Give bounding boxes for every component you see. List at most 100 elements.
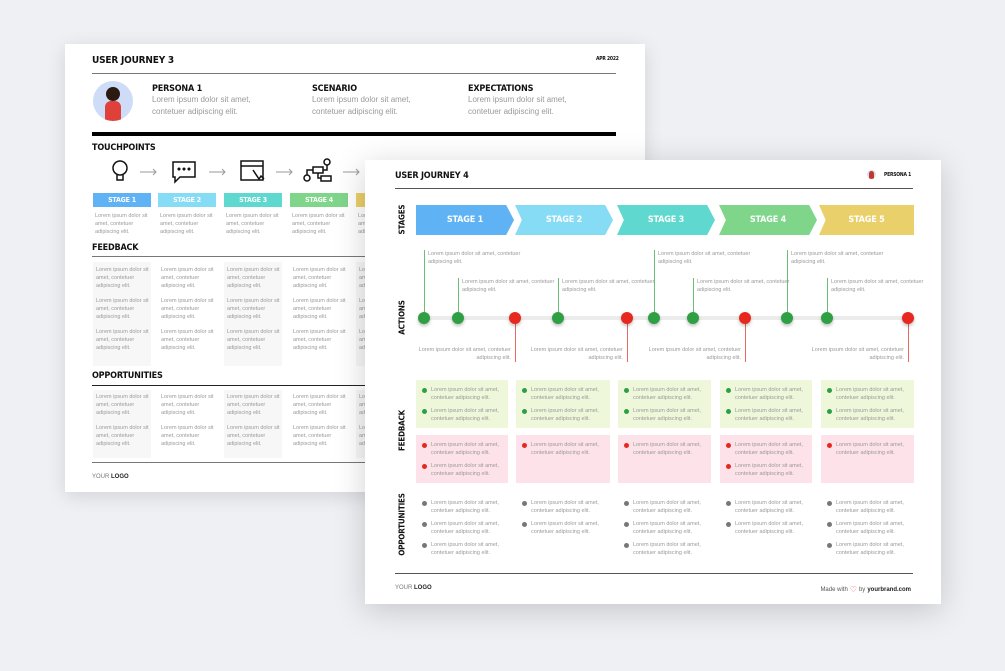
stage-chevron[interactable]: STAGE 1 [416,205,514,235]
column-bg [93,390,151,458]
positive-feedback-box: Lorem ipsum dolor sit amet, contetuer ad… [618,380,711,428]
bullet-icon [726,409,731,414]
bullet-icon [422,543,427,548]
negative-action-dot[interactable] [509,312,521,324]
action-label: Lorem ipsum dolor sit amet, contetuer ad… [418,347,511,361]
opportunities-column: Lorem ipsum dolor sit amet, contetuer ad… [516,493,610,547]
opportunity-cell: Lorem ipsum dolor sit amet, contetuer ad… [161,394,214,416]
positive-action-dot[interactable] [418,312,430,324]
action-connector [787,250,788,318]
negative-feedback-item: Lorem ipsum dolor sit amet, contetuer ad… [420,462,504,478]
positive-action-dot[interactable] [781,312,793,324]
bullet-text: Lorem ipsum dolor sit amet, contetuer ad… [735,408,803,422]
touchpoint-icons [112,158,360,184]
negative-action-dot[interactable] [739,312,751,324]
bullet-text: Lorem ipsum dolor sit amet, contetuer ad… [531,387,599,401]
column-bg [224,262,282,366]
bullet-icon [726,464,731,469]
bullet-icon [624,522,629,527]
bullet-text: Lorem ipsum dolor sit amet, contetuer ad… [735,442,803,456]
feedback-cell: Lorem ipsum dolor sit amet, contetuer ad… [293,298,346,320]
bullet-text: Lorem ipsum dolor sit amet, contetuer ad… [431,387,499,401]
brand-link[interactable]: yourbrand.com [867,586,911,593]
bullet-icon [624,543,629,548]
negative-feedback-item: Lorem ipsum dolor sit amet, contetuer ad… [622,441,707,457]
divider [92,385,616,386]
opportunity-cell: Lorem ipsum dolor sit amet, contetuer ad… [227,425,280,447]
opportunity-cell: Lorem ipsum dolor sit amet, contetuer ad… [293,425,346,447]
action-connector [827,278,828,318]
divider [92,462,616,463]
negative-action-dot[interactable] [902,312,914,324]
stage-chevron[interactable]: STAGE 2 [515,205,613,235]
opportunity-cell: Lorem ipsum dolor sit amet, contetuer ad… [161,425,214,447]
positive-feedback-item: Lorem ipsum dolor sit amet, contetuer ad… [622,386,707,402]
opportunity-item: Lorem ipsum dolor sit amet, contetuer ad… [724,520,808,536]
arrow-icon [209,168,226,176]
bullet-text: Lorem ipsum dolor sit amet, contetuer ad… [633,408,701,422]
bullet-icon [522,388,527,393]
page-title: USER JOURNEY 4 [395,171,469,181]
opportunity-item: Lorem ipsum dolor sit amet, contetuer ad… [622,541,707,557]
user-journey-4-page: USER JOURNEY 4 PERSONA 1 STAGES ACTIONS … [365,160,941,604]
opportunity-item: Lorem ipsum dolor sit amet, contetuer ad… [825,499,910,515]
stage-chevron[interactable]: STAGE 5 [819,205,914,235]
stage-description: Lorem ipsum dolor sit amet, contetuer ad… [95,213,148,235]
positive-action-dot[interactable] [452,312,464,324]
bullet-text: Lorem ipsum dolor sit amet, contetuer ad… [531,408,599,422]
negative-action-dot[interactable] [621,312,633,324]
action-label: Lorem ipsum dolor sit amet, contetuer ad… [648,347,741,361]
bullet-text: Lorem ipsum dolor sit amet, contetuer ad… [531,442,599,456]
arrow-icon [140,168,157,176]
positive-action-dot[interactable] [552,312,564,324]
logo-bold: LOGO [414,585,432,591]
column-bg [224,390,282,458]
divider [92,256,616,257]
bullet-icon [827,443,832,448]
bullet-text: Lorem ipsum dolor sit amet, contetuer ad… [431,500,499,514]
negative-feedback-box: Lorem ipsum dolor sit amet, contetuer ad… [618,435,711,483]
opportunity-item: Lorem ipsum dolor sit amet, contetuer ad… [825,541,910,557]
feedback-cell: Lorem ipsum dolor sit amet, contetuer ad… [227,329,280,351]
feedback-cell: Lorem ipsum dolor sit amet, contetuer ad… [161,267,214,289]
opportunity-item: Lorem ipsum dolor sit amet, contetuer ad… [724,499,808,515]
positive-feedback-item: Lorem ipsum dolor sit amet, contetuer ad… [420,407,504,423]
bullet-icon [827,501,832,506]
positive-feedback-item: Lorem ipsum dolor sit amet, contetuer ad… [825,386,910,402]
expectations-heading: EXPECTATIONS [468,84,534,94]
made-with-text: Made with [820,586,848,593]
negative-feedback-box: Lorem ipsum dolor sit amet, contetuer ad… [720,435,812,483]
heart-icon: ♡ [849,585,857,594]
opportunity-cell: Lorem ipsum dolor sit amet, contetuer ad… [96,425,149,447]
positive-feedback-item: Lorem ipsum dolor sit amet, contetuer ad… [520,407,606,423]
persona-label: PERSONA 1 [884,172,912,178]
feedback-cell: Lorem ipsum dolor sit amet, contetuer ad… [293,329,346,351]
bullet-icon [624,388,629,393]
feedback-cell: Lorem ipsum dolor sit amet, contetuer ad… [96,298,149,320]
bullet-text: Lorem ipsum dolor sit amet, contetuer ad… [735,463,803,477]
positive-feedback-item: Lorem ipsum dolor sit amet, contetuer ad… [825,407,910,423]
page-title: USER JOURNEY 3 [92,55,174,66]
bullet-text: Lorem ipsum dolor sit amet, contetuer ad… [836,442,904,456]
arrow-icon [343,168,360,176]
positive-action-dot[interactable] [648,312,660,324]
positive-feedback-item: Lorem ipsum dolor sit amet, contetuer ad… [724,407,808,423]
positive-feedback-box: Lorem ipsum dolor sit amet, contetuer ad… [516,380,610,428]
action-label: Lorem ipsum dolor sit amet, contetuer ad… [530,347,623,361]
bullet-text: Lorem ipsum dolor sit amet, contetuer ad… [633,542,701,556]
bullet-icon [624,409,629,414]
positive-action-dot[interactable] [821,312,833,324]
opportunity-cell: Lorem ipsum dolor sit amet, contetuer ad… [227,394,280,416]
opportunities-row-label: OPPORTUNITIES [397,493,407,556]
bullet-icon [422,522,427,527]
logo: YOUR LOGO [395,585,432,591]
column-bg [93,262,151,366]
positive-feedback-item: Lorem ipsum dolor sit amet, contetuer ad… [420,386,504,402]
opportunity-item: Lorem ipsum dolor sit amet, contetuer ad… [622,520,707,536]
stage-chevron[interactable]: STAGE 4 [719,205,817,235]
positive-action-dot[interactable] [687,312,699,324]
bullet-icon [624,443,629,448]
bullet-text: Lorem ipsum dolor sit amet, contetuer ad… [633,387,701,401]
stage-chevron[interactable]: STAGE 3 [617,205,715,235]
chat-bubble-icon [172,161,196,184]
